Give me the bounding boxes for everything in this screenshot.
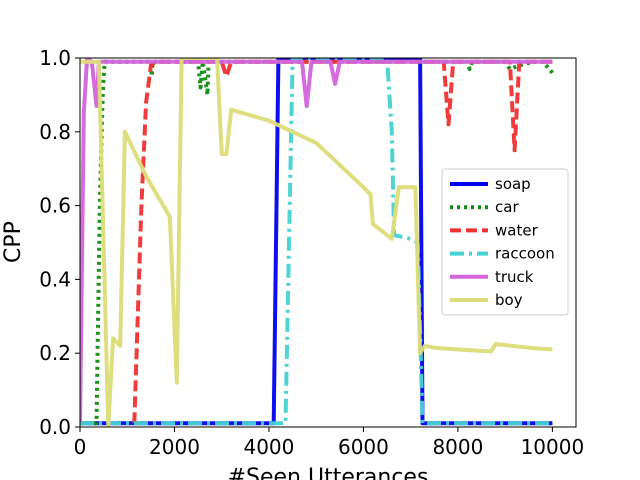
x-tick-label: 10000 — [521, 435, 585, 459]
y-tick-label: 0.2 — [39, 341, 71, 365]
x-tick-label: 8000 — [432, 435, 483, 459]
legend-label-soap: soap — [495, 175, 531, 193]
series-layer — [80, 58, 554, 427]
legend-label-raccoon: raccoon — [495, 245, 555, 263]
series-line-water — [132, 59, 553, 424]
x-tick-label: 2000 — [149, 435, 200, 459]
y-tick-label: 0.4 — [39, 267, 71, 291]
x-tick-label: 4000 — [243, 435, 294, 459]
y-tick-label: 0.0 — [39, 415, 71, 439]
x-axis: 0 2000 4000 6000 8000 10000 — [74, 427, 585, 459]
series-line-car — [80, 59, 554, 426]
legend-label-car: car — [495, 198, 519, 216]
y-tick-label: 0.6 — [39, 194, 71, 218]
legend-label-water: water — [495, 221, 539, 239]
series-line-boy — [80, 58, 553, 427]
series-line-truck — [80, 58, 553, 424]
y-tick-label: 0.8 — [39, 120, 71, 144]
legend-label-truck: truck — [495, 268, 534, 286]
plot-frame — [79, 57, 577, 428]
legend: soap car water raccoon truck boy — [441, 168, 569, 316]
y-axis: 0.0 0.2 0.4 0.6 0.8 1.0 — [39, 46, 80, 439]
y-axis-label: CPP — [1, 221, 26, 263]
x-tick-label: 6000 — [338, 435, 389, 459]
legend-label-boy: boy — [495, 291, 523, 309]
y-tick-label: 1.0 — [39, 46, 71, 70]
x-axis-label: #Seen Utterances — [228, 465, 429, 480]
x-tick-label: 0 — [74, 435, 87, 459]
